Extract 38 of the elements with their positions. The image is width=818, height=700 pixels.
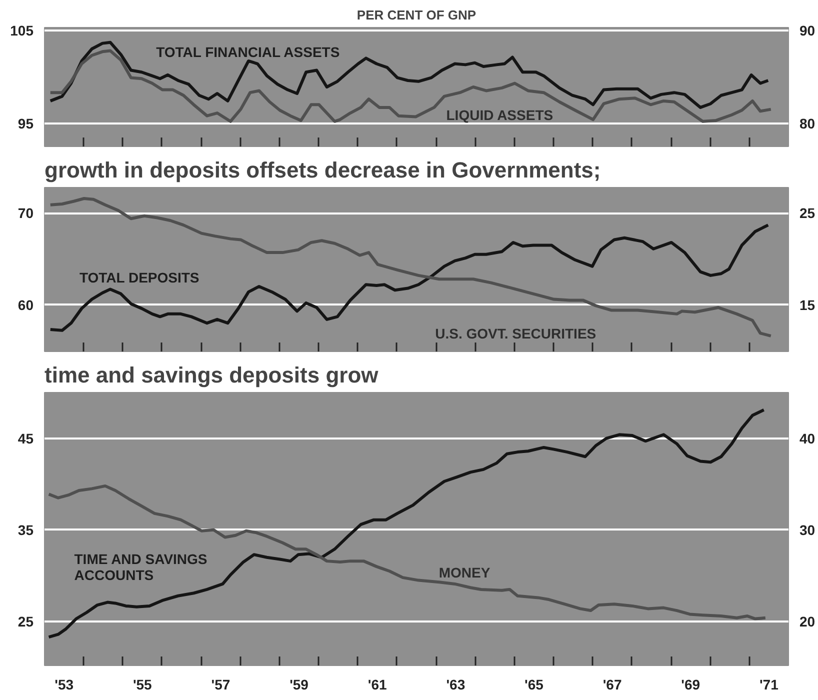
y2-tick-label: 90 [800, 22, 816, 38]
y2-tick-label: 20 [800, 614, 816, 630]
x-tick-label: '67 [602, 676, 622, 692]
series-label: LIQUID ASSETS [446, 107, 554, 124]
series-label: U.S. GOVT. SECURITIES [435, 325, 596, 342]
y2-tick-label: 30 [800, 522, 816, 538]
y-tick-label: 45 [18, 430, 34, 446]
chart-title: PER CENT OF GNP [356, 8, 476, 22]
y-tick-label: 70 [18, 205, 34, 222]
line-series [48, 49, 772, 123]
x-tick-label: '63 [446, 676, 466, 692]
series-label: TIME AND SAVINGS ACCOUNTS [74, 550, 208, 583]
line-series [48, 196, 772, 338]
y2-tick-label: 80 [800, 115, 816, 132]
series-label: MONEY [438, 564, 491, 580]
line-series [47, 408, 766, 639]
x-tick-label: '71 [759, 676, 779, 692]
series-label: TOTAL FINANCIAL ASSETS [156, 44, 340, 60]
x-tick-label: '53 [54, 676, 74, 692]
y-tick-label: 25 [18, 614, 34, 630]
x-tick-label: '57 [211, 676, 230, 692]
line-series [48, 40, 770, 109]
y2-tick-label: 40 [800, 430, 816, 446]
y-tick-label: 60 [18, 296, 34, 313]
y2-tick-label: 15 [800, 296, 816, 313]
chart-title: time and savings deposits grow [44, 362, 380, 388]
x-tick-label: '61 [368, 676, 388, 692]
y-tick-label: 35 [18, 522, 34, 538]
x-tick-label: '55 [132, 676, 152, 692]
y2-tick-label: 25 [800, 205, 816, 222]
y-tick-label: 95 [18, 115, 34, 132]
y-tick-label: 105 [10, 22, 34, 38]
series-label: TOTAL DEPOSITS [79, 270, 200, 286]
chart-title: growth in deposits offsets decrease in Governments; [44, 158, 601, 182]
x-tick-label: '69 [681, 676, 700, 692]
x-tick-label: '59 [290, 676, 309, 692]
x-tick-label: '65 [524, 676, 544, 692]
line-series [47, 484, 767, 620]
